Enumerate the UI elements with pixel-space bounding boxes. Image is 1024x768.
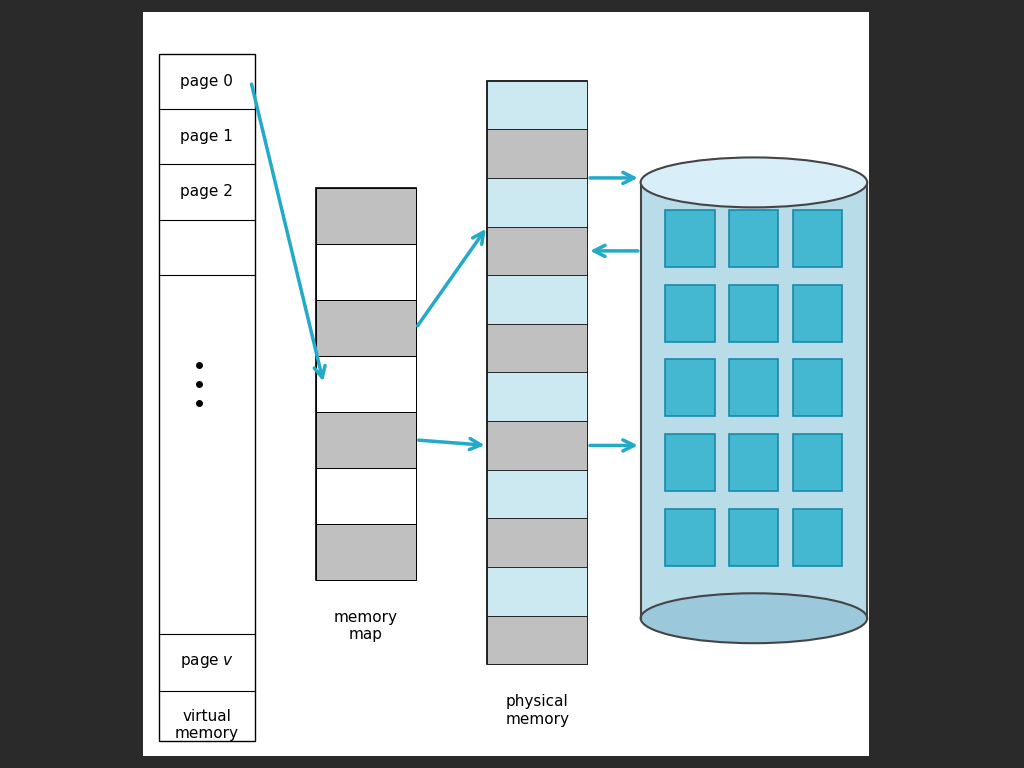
- FancyBboxPatch shape: [729, 285, 778, 342]
- Bar: [487, 324, 588, 372]
- Text: page 0: page 0: [180, 74, 233, 89]
- Bar: [316, 188, 416, 244]
- Bar: [316, 412, 416, 468]
- FancyBboxPatch shape: [666, 508, 715, 565]
- Bar: [316, 524, 416, 580]
- Bar: [487, 470, 588, 518]
- Text: page $v$: page $v$: [179, 654, 233, 670]
- Bar: [487, 616, 588, 664]
- Bar: [487, 81, 588, 664]
- Text: page 2: page 2: [180, 184, 233, 200]
- Bar: [487, 518, 588, 567]
- FancyBboxPatch shape: [729, 359, 778, 416]
- FancyBboxPatch shape: [794, 285, 843, 342]
- FancyBboxPatch shape: [666, 210, 715, 267]
- Bar: [159, 54, 255, 741]
- Bar: [316, 188, 416, 580]
- Bar: [487, 421, 588, 470]
- Text: virtual
memory: virtual memory: [175, 709, 239, 741]
- Bar: [316, 300, 416, 356]
- FancyBboxPatch shape: [666, 434, 715, 491]
- FancyBboxPatch shape: [794, 359, 843, 416]
- Text: memory
map: memory map: [334, 610, 398, 642]
- Bar: [487, 227, 588, 275]
- FancyBboxPatch shape: [729, 210, 778, 267]
- FancyBboxPatch shape: [794, 210, 843, 267]
- FancyBboxPatch shape: [666, 359, 715, 416]
- Text: page 1: page 1: [180, 129, 233, 144]
- Bar: [487, 129, 588, 178]
- Bar: [487, 275, 588, 324]
- Bar: [316, 244, 416, 300]
- Text: physical
memory: physical memory: [506, 694, 569, 727]
- Bar: [487, 567, 588, 616]
- Bar: [316, 356, 416, 412]
- FancyBboxPatch shape: [729, 434, 778, 491]
- Ellipse shape: [641, 157, 867, 207]
- Bar: [487, 178, 588, 227]
- Bar: [487, 372, 588, 421]
- Ellipse shape: [641, 593, 867, 644]
- Bar: [487, 81, 588, 129]
- FancyBboxPatch shape: [794, 508, 843, 565]
- Bar: [641, 183, 867, 618]
- Bar: [316, 468, 416, 524]
- FancyBboxPatch shape: [794, 434, 843, 491]
- FancyBboxPatch shape: [666, 285, 715, 342]
- FancyBboxPatch shape: [729, 508, 778, 565]
